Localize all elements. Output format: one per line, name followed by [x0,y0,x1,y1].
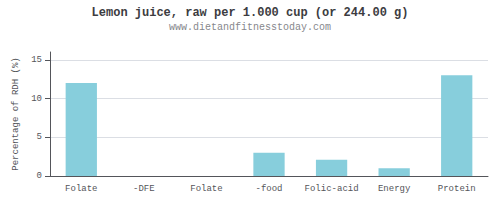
svg-text:Folate: Folate [65,184,97,194]
svg-text:5: 5 [37,132,42,142]
svg-text:Percentage of RDH (%): Percentage of RDH (%) [11,57,21,170]
svg-text:Lemon juice, raw per 1.000 cup: Lemon juice, raw per 1.000 cup (or 244.0… [92,6,409,20]
svg-text:10: 10 [31,94,42,104]
svg-text:Folic-acid: Folic-acid [305,184,359,194]
svg-text:0: 0 [37,171,42,181]
svg-text:-food: -food [255,184,282,194]
svg-text:www.dietandfitnesstoday.com: www.dietandfitnesstoday.com [169,22,331,33]
svg-text:Protein: Protein [438,184,476,194]
svg-text:15: 15 [31,55,42,65]
svg-text:Energy: Energy [378,184,411,194]
svg-text:Folate: Folate [190,184,222,194]
svg-text:-DFE: -DFE [133,184,155,194]
